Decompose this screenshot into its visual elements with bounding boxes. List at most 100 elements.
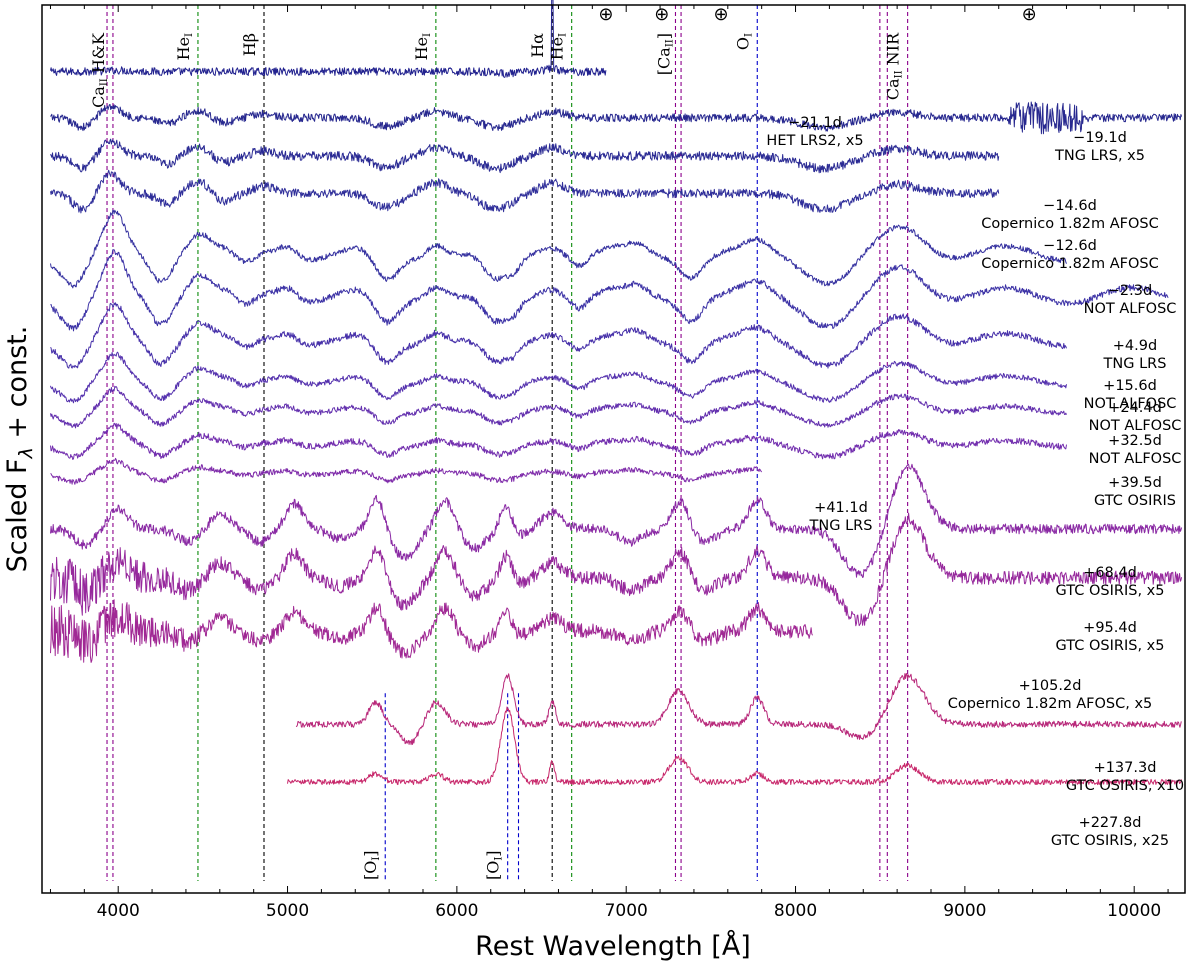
series-phase-label: +39.5d <box>1108 475 1162 491</box>
marker-label-suffix: NIR <box>884 32 903 70</box>
telluric-symbol-2: ⊕ <box>713 4 728 25</box>
marker-label-main: O <box>733 37 752 50</box>
spectrum-+39.5d <box>50 422 1067 460</box>
marker-label-main: He <box>174 37 193 60</box>
series-instrument-label: GTC OSIRIS, x25 <box>1051 833 1169 849</box>
x-axis-ticks: 4000 5000 6000 7000 8000 9000 10000 <box>49 5 1169 921</box>
x-tick-label: 4000 <box>97 901 140 921</box>
line-marker-group <box>106 5 909 881</box>
plot-frame <box>41 4 1186 894</box>
series-phase-label: +24.4d <box>1108 400 1162 416</box>
marker-label-4: Hα <box>528 33 547 58</box>
marker-label-5: HeI <box>548 33 569 60</box>
series-phase-label: +137.3d <box>1094 760 1157 776</box>
series-phase-label: +15.6d <box>1103 378 1157 394</box>
series-instrument-label: TNG LRS, x5 <box>1054 148 1145 164</box>
spectra-series-group <box>50 0 1183 786</box>
marker-label-suffix: H&K <box>89 32 108 78</box>
series-phase-label: −2.3d <box>1108 283 1152 299</box>
spectrum--12.6d <box>50 169 1000 214</box>
spectrum-+227.8d <box>287 706 1183 786</box>
marker-label-ion: I <box>422 33 433 37</box>
marker-label-ion: I <box>743 33 754 37</box>
series-phase-label: −14.6d <box>1043 198 1097 214</box>
marker-label-ion: I <box>371 857 382 861</box>
marker-label-7: OI <box>733 33 754 50</box>
marker-label-suffix: ] <box>484 850 503 856</box>
series-instrument-label: TNG LRS <box>809 518 873 534</box>
telluric-symbol-1: ⊕ <box>654 4 669 25</box>
marker-label-ion: II <box>894 70 905 78</box>
marker-label-main: Ca <box>884 78 903 100</box>
marker-label-ion: I <box>558 33 569 37</box>
x-tick-label: 5000 <box>266 901 309 921</box>
series-label-group: −21.1d HET LRS2, x5 −19.1d TNG LRS, x5 −14.6… <box>766 115 1184 849</box>
series-instrument-label: HET LRS2, x5 <box>766 133 863 149</box>
marker-label-8: CaII NIR <box>884 32 905 100</box>
marker-label-main: [O <box>361 861 380 880</box>
spectrum-+41.1d <box>50 457 763 485</box>
y-axis-label: Scaled Fλ + const. <box>2 326 37 573</box>
series-instrument-label: GTC OSIRIS, x5 <box>1056 583 1165 599</box>
marker-label-0: CaII H&K <box>89 32 110 108</box>
spectrum-+4.9d <box>50 249 1169 332</box>
spectrum--21.1d <box>50 0 607 78</box>
y-axis-label-main: Scaled F <box>2 458 33 572</box>
y-axis-label-rest: + const. <box>2 326 33 448</box>
series-phase-label: −21.1d <box>788 115 842 131</box>
marker-label-main: Ca <box>89 86 108 108</box>
series-phase-label: +32.5d <box>1108 433 1162 449</box>
series-instrument-label: Copernico 1.82m AFOSC <box>981 216 1159 232</box>
x-tick-label: 10000 <box>1107 901 1161 921</box>
marker-label-main: [O <box>484 861 503 880</box>
marker-label-main: Hβ <box>240 33 259 56</box>
x-tick-label: 8000 <box>774 901 817 921</box>
series-instrument-label: Copernico 1.82m AFOSC, x5 <box>948 696 1153 712</box>
series-phase-label: +41.1d <box>814 500 868 516</box>
series-instrument-label: NOT ALFOSC <box>1089 418 1182 434</box>
marker-label-main: [Ca <box>655 47 674 75</box>
marker-label-ion: II <box>99 78 110 86</box>
spectrum--19.1d <box>50 101 1183 135</box>
spectrum--14.6d <box>50 138 1000 174</box>
marker-label-1: HeI <box>174 33 195 60</box>
marker-label-main: He <box>548 37 567 60</box>
marker-label-10: [OI] <box>484 850 505 880</box>
series-instrument-label: Copernico 1.82m AFOSC <box>981 256 1159 272</box>
series-phase-label: +227.8d <box>1079 815 1142 831</box>
marker-label-suffix: ] <box>361 850 380 856</box>
series-phase-label: +95.4d <box>1083 620 1137 636</box>
series-phase-label: −19.1d <box>1073 130 1127 146</box>
marker-label-9: [OI] <box>361 850 382 880</box>
x-tick-label: 9000 <box>943 901 986 921</box>
series-instrument-label: NOT ALFOSC <box>1084 301 1177 317</box>
series-phase-label: +105.2d <box>1019 678 1082 694</box>
series-instrument-label: TNG LRS <box>1103 356 1167 372</box>
x-axis-label: Rest Wavelength [Å] <box>475 930 751 962</box>
marker-label-2: Hβ <box>240 33 259 56</box>
series-instrument-label: NOT ALFOSC <box>1089 451 1182 467</box>
spectrum-+24.4d <box>50 351 1067 404</box>
marker-label-ion: I <box>184 33 195 37</box>
x-tick-label: 7000 <box>605 901 648 921</box>
series-instrument-label: GTC OSIRIS, x10 <box>1066 778 1184 794</box>
telluric-symbol-3: ⊕ <box>1022 4 1037 25</box>
spectrum-+105.2d <box>50 599 813 663</box>
series-instrument-label: GTC OSIRIS <box>1094 493 1176 509</box>
marker-label-main: He <box>412 37 431 60</box>
y-axis-label-subscript: λ <box>15 447 37 459</box>
marker-label-main: Hα <box>528 33 547 58</box>
spectrum-+137.3d <box>295 673 1182 746</box>
series-instrument-label: NOT ALFOSC <box>1084 396 1177 412</box>
series-phase-label: −12.6d <box>1043 238 1097 254</box>
marker-label-ion: II <box>665 39 676 47</box>
marker-label-suffix: ] <box>655 33 674 39</box>
spectrum-+15.6d <box>50 302 1067 369</box>
series-phase-label: +4.9d <box>1113 338 1157 354</box>
spectrum--2.3d <box>50 209 1067 289</box>
spectrum-+32.5d <box>50 385 1067 429</box>
marker-label-6: [CaII] <box>655 33 676 75</box>
x-tick-label: 6000 <box>435 901 478 921</box>
